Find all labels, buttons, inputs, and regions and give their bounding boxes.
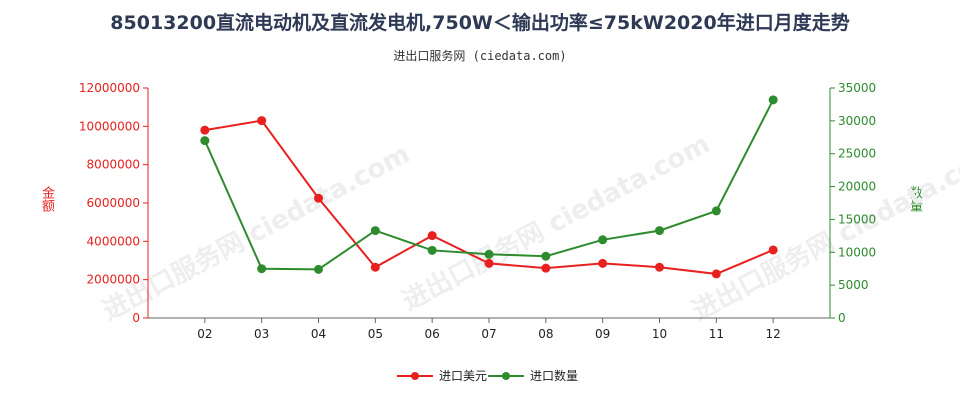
x-tick-label-1: 03: [254, 327, 269, 341]
y-left-tick-label-6: 12000000: [79, 81, 140, 95]
y-axis-right-label: 数量: [907, 186, 922, 212]
point-quantity-04: [314, 264, 323, 274]
y-right-tick-label-5: 25000: [838, 147, 876, 161]
y-right-tick-label-3: 15000: [838, 212, 876, 226]
y-right-tick-label-4: 20000: [838, 180, 876, 194]
point-usd-11: [711, 269, 721, 279]
y-left-tick-label-4: 8000000: [87, 158, 140, 172]
watermark-2: 进出口服务网 ciedata.com: [688, 139, 960, 327]
y-right-tick-label-2: 10000: [838, 245, 876, 259]
x-tick-label-6: 08: [538, 327, 553, 341]
legend-marker-quantity: [502, 372, 510, 380]
point-usd-08: [541, 263, 551, 273]
x-tick-label-2: 04: [311, 327, 326, 341]
y-left-tick-label-2: 4000000: [87, 234, 140, 248]
y-left-tick-label-3: 6000000: [87, 196, 140, 210]
x-tick-label-3: 05: [368, 327, 383, 341]
x-tick-label-10: 12: [766, 327, 781, 341]
legend-marker-usd: [411, 372, 419, 380]
point-usd-04: [314, 193, 323, 203]
y-left-tick-label-0: 0: [132, 311, 140, 325]
point-quantity-08: [541, 251, 551, 261]
point-quantity-06: [427, 245, 437, 255]
watermark-0: 进出口服务网 ciedata.com: [98, 139, 415, 327]
y-right-tick-label-0: 0: [838, 311, 846, 325]
x-tick-label-0: 02: [197, 327, 212, 341]
point-usd-02: [200, 125, 210, 135]
y-right-tick-label-6: 30000: [838, 114, 876, 128]
legend-label-quantity: 进口数量: [530, 369, 579, 383]
chart-subtitle: 进出口服务网 (ciedata.com): [393, 49, 567, 63]
chart-title: 85013200直流电动机及直流发电机,750W＜输出功率≤75kW2020年进…: [110, 12, 850, 34]
point-quantity-07: [484, 249, 494, 259]
point-quantity-03: [257, 264, 267, 274]
point-usd-09: [598, 258, 608, 268]
y-right-tick-label-7: 35000: [838, 81, 876, 95]
x-tick-label-8: 10: [652, 327, 667, 341]
point-usd-07: [484, 258, 494, 268]
y-left-tick-label-1: 2000000: [87, 273, 140, 287]
x-tick-label-7: 09: [595, 327, 610, 341]
point-quantity-11: [711, 206, 721, 216]
legend: 进口美元 进口数量: [0, 366, 960, 386]
point-usd-03: [257, 116, 267, 126]
point-usd-10: [655, 262, 664, 272]
legend-label-usd: 进口美元: [439, 369, 488, 383]
y-axis-left-label: 金额: [39, 186, 54, 212]
y-right-tick-label-1: 5000: [838, 278, 869, 292]
point-quantity-02: [200, 136, 210, 146]
point-usd-05: [370, 262, 380, 272]
point-quantity-05: [370, 226, 380, 236]
watermark-1: 进出口服务网 ciedata.com: [398, 129, 715, 317]
x-tick-label-9: 11: [709, 327, 724, 341]
x-tick-label-4: 06: [425, 327, 440, 341]
point-quantity-10: [655, 226, 664, 236]
point-quantity-12: [768, 95, 778, 105]
y-left-tick-label-5: 10000000: [79, 119, 140, 133]
point-quantity-09: [598, 235, 608, 245]
point-usd-06: [427, 231, 437, 241]
point-usd-12: [768, 245, 778, 255]
x-tick-label-5: 07: [481, 327, 496, 341]
